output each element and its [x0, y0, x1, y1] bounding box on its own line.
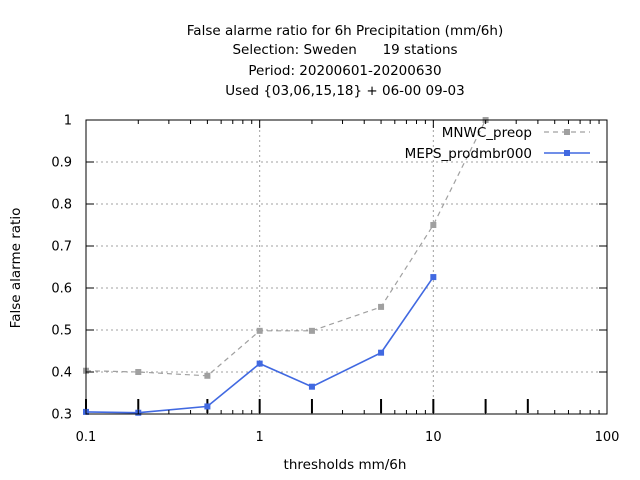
y-tick-label: 1 — [64, 114, 72, 129]
y-tick-label: 0.3 — [51, 408, 72, 423]
axis-ticks: 0.3 0.4 0.5 0.6 0.7 0.8 0.9 1 0.1 1 10 100 — [51, 114, 619, 446]
series-line — [85, 119, 487, 377]
data-point — [256, 327, 263, 334]
x-tick-label: 1 — [256, 430, 264, 445]
y-tick-label: 0.7 — [51, 240, 72, 255]
title-line-1: False alarme ratio for 6h Precipitation … — [187, 23, 503, 39]
x-tick-label: 0.1 — [76, 430, 97, 445]
legend-swatch-marker — [564, 150, 570, 156]
legend-label: MNWC_preop — [442, 125, 532, 141]
y-tick-label: 0.6 — [51, 282, 72, 297]
y-axis-label: False alarme ratio — [8, 208, 24, 329]
title-line-2: Selection: Sweden 19 stations — [232, 42, 457, 58]
data-point — [308, 327, 315, 334]
title-line-4: Used {03,06,15,18} + 06-00 09-03 — [225, 83, 465, 99]
data-point — [135, 369, 142, 375]
title-line-3: Period: 20200601-20200630 — [248, 63, 441, 79]
data-point — [204, 372, 211, 379]
x-tick-label: 10 — [425, 430, 442, 445]
data-point — [430, 222, 437, 228]
y-tick-label: 0.5 — [51, 324, 72, 339]
chart-title: False alarme ratio for 6h Precipitation … — [187, 23, 503, 99]
plot-frame — [85, 119, 608, 415]
y-tick-label: 0.9 — [51, 156, 72, 171]
x-axis-label: thresholds mm/6h — [284, 457, 407, 473]
data-point — [256, 360, 263, 367]
legend-swatch-marker — [564, 129, 570, 135]
data-point — [378, 349, 385, 356]
y-tick-label: 0.8 — [51, 198, 72, 213]
series-line — [85, 276, 434, 414]
data-point — [378, 303, 385, 310]
data-point — [308, 383, 315, 390]
y-tick-label: 0.4 — [51, 366, 72, 381]
data-point — [430, 274, 437, 281]
legend-label: MEPS_prodmbr000 — [405, 146, 532, 162]
data-point — [204, 403, 211, 410]
x-tick-label: 100 — [595, 430, 620, 445]
legend: MNWC_preop MEPS_prodmbr000 — [405, 125, 590, 162]
